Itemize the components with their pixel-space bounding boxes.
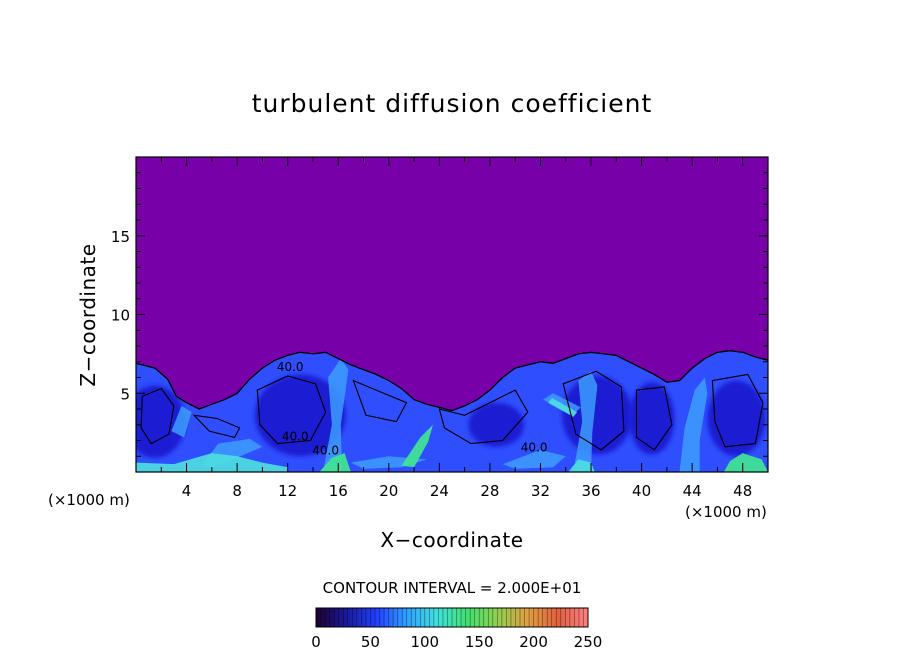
x-tick-label: 12 [278,482,297,500]
colorbar-tick-label: 250 [574,633,603,651]
x-tick-label: 48 [733,482,752,500]
contour-line [352,379,408,423]
plot-area: 40.040.040.0 40.0 4 8 12 16 20 24 28 32 36 40 44 48 … [111,156,769,500]
x-tick-label: 20 [379,482,398,500]
colorbar-tick-label: 50 [361,633,380,651]
contour-line [562,370,625,451]
x-tick-label: 24 [430,482,449,500]
contour-line [256,375,327,445]
x-tick-label: 36 [581,482,600,500]
vortex-core [561,375,633,455]
high-value-patch [136,453,288,472]
high-value-patch [568,459,595,472]
colorbar-tick-label: 150 [465,633,494,651]
y-axis-label: Z−coordinate [76,243,100,386]
contour-lines [136,350,768,451]
x-tick-label: 40 [632,482,651,500]
vortex-core [628,382,675,455]
high-value-patch [723,453,768,472]
y-tick-label: 15 [111,228,130,246]
plume-region [679,377,708,472]
contour-line [192,414,241,439]
x-unit-left: (×1000 m) [48,491,130,509]
x-tick-label: 8 [232,482,242,500]
colorbar-stripes [320,608,584,627]
y-axis-ticks: 5 10 15 [111,172,768,457]
contour-line [438,389,529,445]
colorbar-tick-label: 0 [311,633,321,651]
high-value-patch [401,424,433,468]
contour-label: 40.0 [282,430,309,444]
contour-label: 40.0 [521,441,548,455]
x-axis-label: X−coordinate [380,528,523,552]
x-axis-ticks: 4 8 12 16 20 24 28 32 36 40 44 48 [135,157,769,500]
x-tick-label: 16 [329,482,348,500]
vortex-core [707,380,766,457]
x-tick-label: 32 [531,482,550,500]
plume-region [171,405,192,438]
x-tick-label: 44 [683,482,702,500]
plume-region [573,371,598,472]
contour-line [635,386,673,451]
contour-labels: 40.040.040.0 40.0 [277,360,548,457]
contour-label: 40.0 [312,444,339,458]
plume-region [502,449,566,469]
plume-region [323,358,349,472]
colorbar-ticks: 0 50 100 150 200 250 [311,633,602,651]
high-value-patch [319,453,351,472]
contour-line [711,373,764,448]
contour-interval-text: CONTOUR INTERVAL = 2.000E+01 [323,579,582,597]
y-tick-label: 10 [111,307,130,325]
vortex-core [468,402,525,447]
x-tick-label: 28 [480,482,499,500]
x-tick-label: 4 [182,482,192,500]
vortex-core [254,374,346,457]
contour-line [140,387,175,445]
contour-line [136,350,768,412]
colorbar: 0 50 100 150 200 250 [311,607,602,651]
chart-title: turbulent diffusion coefficient [252,89,653,118]
x-unit-right: (×1000 m) [685,503,767,521]
y-tick-label: 5 [120,385,130,403]
contour-label: 40.0 [277,360,304,374]
colorbar-tick-label: 200 [519,633,548,651]
colorbar-tick-label: 100 [410,633,439,651]
